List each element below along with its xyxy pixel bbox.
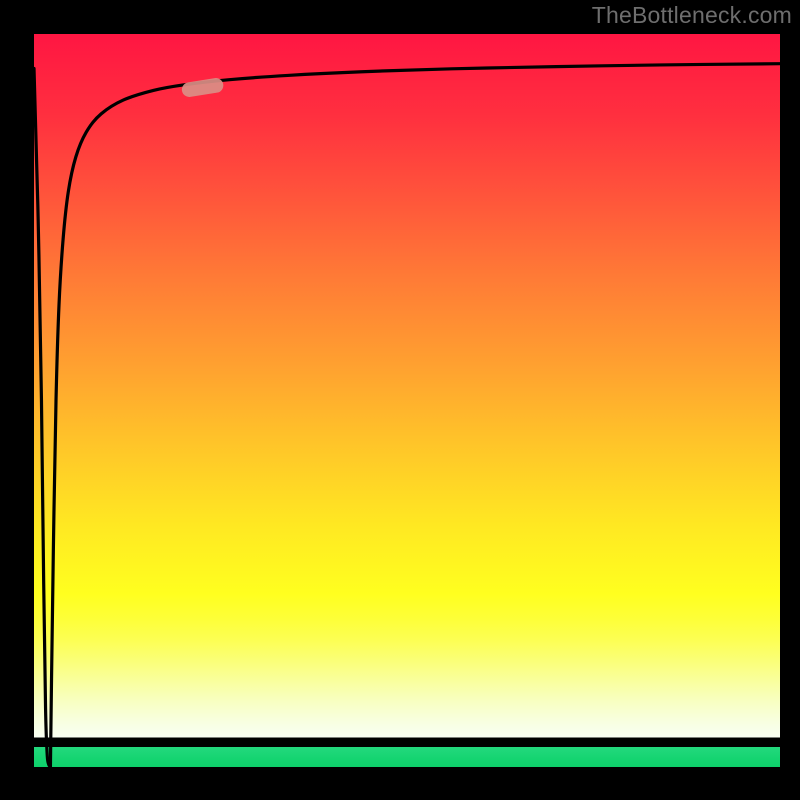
chart-root: TheBottleneck.com <box>0 0 800 800</box>
gradient-chart <box>0 0 800 800</box>
watermark-text: TheBottleneck.com <box>592 2 792 29</box>
